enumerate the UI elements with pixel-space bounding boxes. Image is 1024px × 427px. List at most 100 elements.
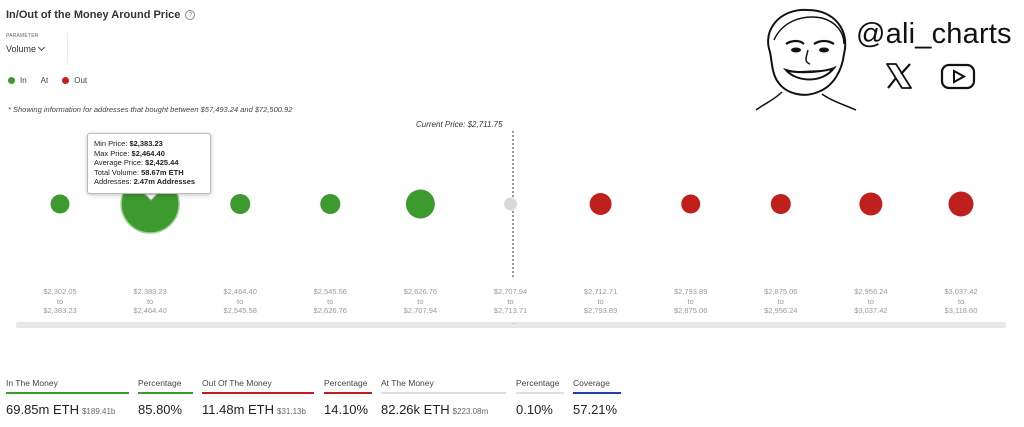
x-tick-label: $2,302.05 to $2,383.23	[20, 287, 100, 316]
x-tick-label: $2,793.89 to $2,875.06	[651, 287, 731, 316]
scroll-grip-icon[interactable]: ···	[511, 321, 517, 327]
bubble-at-5[interactable]	[504, 197, 517, 211]
tooltip-min-value: $2,383.23	[129, 139, 163, 148]
tooltip-min-row: Min Price: $2,383.23	[94, 139, 204, 149]
legend-item-at[interactable]: At	[41, 76, 49, 85]
stat-value: 11.48m ETH $31.13b	[202, 402, 314, 417]
x-tick-label: $2,956.24 to $3,037.42	[831, 287, 911, 316]
chart-scrollbar[interactable]: ···	[16, 322, 1006, 328]
legend-label-at: At	[40, 76, 49, 85]
legend-item-out[interactable]: Out	[62, 76, 87, 85]
legend-label-in: In	[20, 76, 27, 85]
bubble-in-0[interactable]	[50, 194, 70, 214]
stat-underline	[573, 392, 621, 394]
tick-text: $2,545.58	[223, 306, 257, 315]
tooltip-pointer	[143, 193, 159, 201]
bubble-in-2[interactable]	[230, 194, 251, 214]
tooltip-addr-row: Addresses: 2.47m Addresses	[94, 177, 204, 187]
stat-underline	[516, 392, 564, 394]
tooltip-vol-label: Total Volume:	[94, 167, 140, 177]
parameter-selector[interactable]: PARAMETER Volume	[6, 33, 68, 63]
tooltip-vol-row: Total Volume: 58.67m ETH	[94, 168, 204, 178]
x-tick-label: $2,464.40 to $2,545.58	[200, 287, 280, 316]
tooltip-addr-label: Addresses:	[94, 177, 132, 186]
parameter-value: Volume	[6, 44, 37, 54]
tooltip-max-row: Max Price: $2,464.40	[94, 149, 204, 159]
tick-text: to	[417, 296, 424, 306]
tick-text: to	[146, 296, 154, 306]
stat-coverage: Coverage 57.21%	[573, 378, 621, 417]
chart-title-text: In/Out of the Money Around Price	[6, 9, 181, 21]
stat-in-percentage: Percentage 85.80%	[138, 378, 193, 417]
bubble-out-10[interactable]	[948, 191, 974, 217]
stat-main-value: 11.48m ETH	[202, 402, 275, 417]
tick-text: $2,707.94	[403, 306, 438, 315]
stat-value: 69.85m ETH $189.41b	[6, 402, 129, 417]
x-tick-label: $2,712.71 to $2,793.89	[561, 287, 641, 316]
bubble-in-3[interactable]	[320, 194, 341, 214]
stat-value: 0.10%	[516, 402, 553, 417]
tick-text: $2,793.89	[583, 306, 618, 315]
stat-underline	[324, 392, 372, 394]
tick-text: to	[327, 296, 334, 306]
author-handle: @ali_charts	[856, 18, 1012, 50]
x-logo-icon	[886, 63, 912, 89]
tick-text: $2,793.89	[674, 287, 708, 296]
stat-underline	[202, 392, 314, 394]
chart-title: In/Out of the Money Around Price ?	[6, 9, 196, 21]
tooltip-addr-value: 2.47m Addresses	[133, 177, 196, 186]
bubble-out-9[interactable]	[859, 192, 883, 216]
legend-dot-in	[8, 77, 15, 84]
tick-text: to	[237, 296, 244, 306]
x-tick-label: $2,626.76 to $2,707.94	[380, 287, 460, 316]
tooltip-avg-row: Average Price: $2,425.44	[94, 158, 204, 168]
stat-label: At The Money	[381, 378, 434, 388]
bubble-out-7[interactable]	[681, 194, 701, 214]
tick-text: $2,464.40	[223, 287, 257, 296]
stat-label: Percentage	[138, 378, 182, 388]
tick-text: $2,712.71	[583, 287, 618, 296]
tick-text: $3,037.42	[854, 306, 888, 315]
parameter-label: PARAMETER	[6, 33, 39, 39]
bubble-in-4[interactable]	[405, 189, 435, 219]
stat-at-the-money: At The Money 82.26k ETH $223.08m	[381, 378, 506, 417]
legend-item-in[interactable]: In	[8, 76, 27, 85]
stat-value: 82.26k ETH $223.08m	[381, 402, 506, 417]
tick-text: $2,302.05	[43, 287, 77, 296]
tick-text: to	[867, 296, 875, 306]
tooltip-max-label: Max Price:	[94, 148, 130, 158]
stat-underline	[6, 392, 129, 394]
bubble-out-6[interactable]	[589, 193, 612, 215]
x-tick-label: $2,875.06 to $2,956.24	[741, 287, 821, 316]
stat-label: In The Money	[6, 378, 58, 388]
branding-overlay: @ali_charts	[752, 0, 1024, 112]
stat-underline	[381, 392, 506, 394]
bubble-out-8[interactable]	[770, 194, 791, 214]
tick-text: $2,545.56	[313, 287, 347, 296]
current-price-label: Current Price: $2,711.75	[416, 120, 503, 129]
stat-value: 14.10%	[324, 402, 369, 417]
x-tick-label: $2,545.56 to $2,626.76	[290, 287, 370, 316]
stat-at-percentage: Percentage 0.10%	[516, 378, 564, 417]
tick-text: to	[687, 296, 694, 306]
tick-text: to	[957, 296, 965, 306]
tick-text: to	[56, 296, 64, 306]
legend: In At Out	[8, 76, 101, 85]
stat-sub-value: $189.41b	[81, 407, 116, 416]
tick-text: $2,383.23	[43, 306, 77, 315]
stat-sub-value: $31.13b	[277, 407, 306, 416]
legend-dot-out	[62, 77, 70, 84]
question-circle-icon[interactable]: ?	[185, 10, 196, 20]
tick-text: $2,956.24	[854, 287, 888, 296]
stat-value: 85.80%	[138, 402, 183, 417]
tooltip-min-label: Min Price:	[94, 139, 128, 148]
address-range-note: * Showing information for addresses that…	[8, 105, 293, 114]
tick-text: to	[507, 296, 514, 306]
tick-text: to	[597, 296, 604, 306]
parameter-dropdown[interactable]: Volume	[6, 43, 67, 54]
bucket-tooltip: Min Price: $2,383.23 Max Price: $2,464.4…	[87, 133, 211, 194]
stat-underline	[138, 392, 193, 394]
tick-text: $2,713.71	[493, 306, 528, 315]
stat-value: 57.21%	[573, 402, 618, 417]
stat-label: Percentage	[516, 378, 560, 388]
